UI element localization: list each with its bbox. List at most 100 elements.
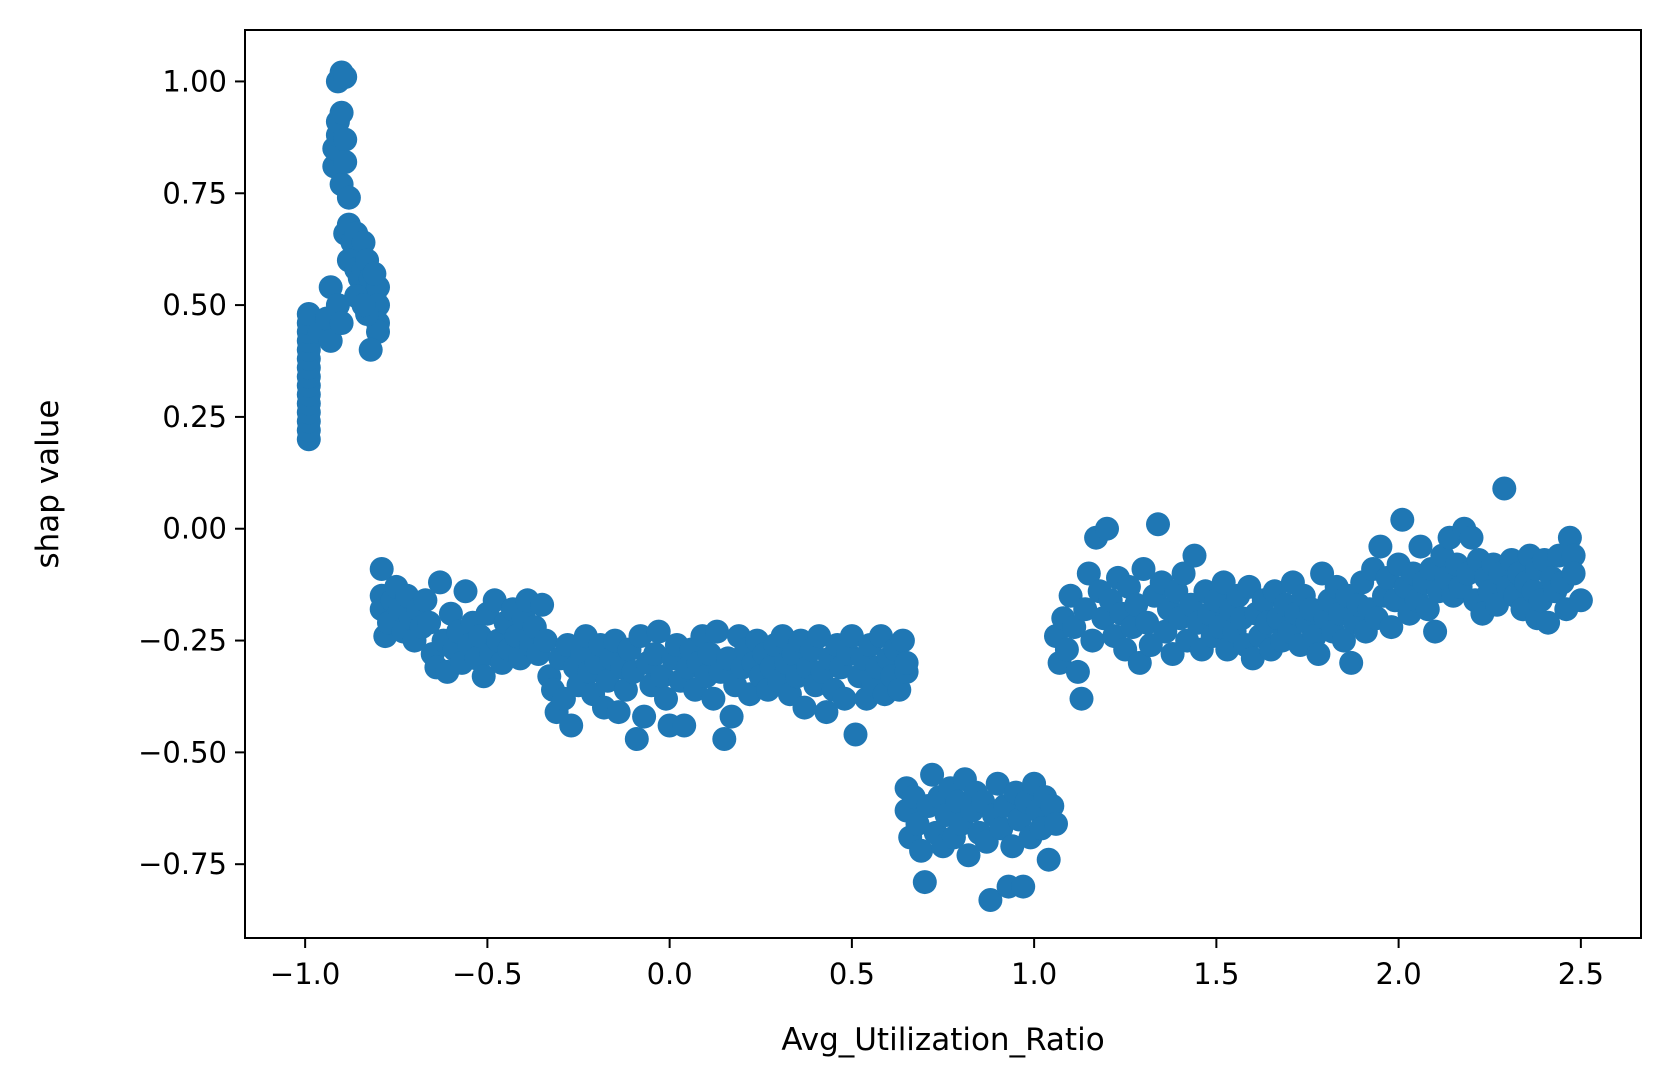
data-point — [843, 722, 868, 747]
data-point — [417, 610, 442, 635]
data-point — [530, 592, 555, 617]
data-point — [905, 811, 930, 836]
data-point — [985, 771, 1010, 796]
data-point — [1065, 659, 1090, 684]
data-point — [770, 624, 795, 649]
data-point — [697, 642, 722, 666]
data-point — [624, 727, 649, 751]
x-tick-label: 0.5 — [829, 957, 875, 991]
data-point — [333, 150, 358, 174]
data-point — [643, 642, 668, 666]
y-axis-ticks: −0.75 −0.50 −0.25 0.00 0.25 0.50 0.75 1.00 — [138, 64, 245, 881]
data-point — [329, 311, 354, 335]
data-point — [989, 816, 1014, 841]
data-point — [978, 888, 1003, 912]
data-point — [632, 704, 657, 729]
x-axis-ticks: −1.0 −0.5 0.0 0.5 1.0 1.5 2.0 2.5 — [270, 938, 1604, 991]
y-tick-label: 0.75 — [162, 176, 227, 210]
data-point — [1124, 592, 1149, 617]
x-axis-label: Avg_Utilization_Ratio — [781, 1022, 1104, 1058]
data-point — [296, 302, 321, 326]
y-tick-label: 0.50 — [162, 288, 227, 322]
data-point — [468, 624, 493, 649]
data-point — [646, 619, 671, 644]
data-point — [1557, 525, 1582, 550]
data-point — [737, 682, 762, 707]
data-point — [701, 686, 726, 711]
data-point — [1568, 588, 1593, 613]
data-point — [1044, 811, 1068, 836]
data-points — [296, 60, 1593, 912]
data-point — [1054, 637, 1079, 662]
data-point — [1390, 507, 1415, 532]
data-point — [351, 293, 376, 318]
data-point — [719, 704, 744, 729]
x-tick-label: 2.5 — [1558, 957, 1604, 991]
y-tick-label: −0.25 — [138, 624, 227, 658]
data-point — [894, 650, 919, 675]
data-point — [1131, 557, 1156, 581]
data-point — [912, 870, 937, 895]
data-point — [1127, 650, 1152, 675]
data-point — [654, 686, 678, 711]
data-point — [1000, 834, 1025, 859]
data-point — [1135, 610, 1160, 635]
x-tick-label: 1.0 — [1011, 957, 1057, 991]
y-tick-label: 0.25 — [162, 400, 227, 434]
data-point — [351, 230, 376, 255]
data-point — [1240, 646, 1265, 671]
data-point — [1146, 512, 1170, 537]
x-tick-label: 0.0 — [647, 957, 693, 991]
data-point — [807, 624, 832, 649]
data-point — [672, 713, 697, 738]
data-point — [1536, 610, 1561, 635]
data-point — [333, 127, 358, 152]
data-point — [1069, 686, 1094, 711]
data-point — [606, 700, 631, 725]
data-point — [336, 185, 361, 210]
y-axis-label: shap value — [30, 399, 66, 568]
data-point — [533, 628, 558, 653]
data-point — [333, 65, 358, 89]
data-point — [318, 328, 343, 353]
data-point — [1306, 642, 1331, 666]
data-point — [1415, 597, 1440, 622]
data-point — [1379, 615, 1404, 640]
data-point — [890, 628, 915, 653]
data-point — [1076, 561, 1101, 586]
data-point — [1408, 534, 1433, 559]
x-tick-label: −1.0 — [270, 957, 340, 991]
data-point — [413, 588, 438, 613]
data-point — [1011, 874, 1036, 899]
data-point — [839, 624, 864, 649]
data-point — [920, 762, 945, 787]
data-point — [1036, 847, 1061, 872]
data-point — [1561, 543, 1586, 568]
data-point — [471, 664, 496, 689]
data-point — [1171, 561, 1196, 586]
data-point — [1485, 592, 1509, 617]
data-point — [1492, 476, 1517, 501]
data-point — [1459, 525, 1484, 550]
data-point — [369, 557, 394, 581]
data-point — [1080, 628, 1105, 653]
data-point — [1095, 516, 1119, 541]
data-point — [792, 695, 817, 720]
data-point — [832, 686, 857, 711]
data-point — [559, 713, 584, 738]
y-tick-label: −0.75 — [138, 847, 227, 881]
plot-frame — [244, 29, 1642, 939]
data-point — [1182, 543, 1207, 568]
data-point — [628, 624, 653, 649]
y-tick-label: 0.00 — [162, 512, 227, 546]
data-point — [814, 700, 839, 725]
data-point — [1040, 794, 1065, 818]
data-point — [358, 337, 383, 362]
data-point — [453, 579, 478, 604]
y-tick-label: −0.50 — [138, 735, 227, 769]
data-point — [705, 619, 729, 644]
data-point — [1073, 597, 1098, 622]
x-tick-label: −0.5 — [452, 957, 522, 991]
data-point — [1423, 619, 1448, 644]
